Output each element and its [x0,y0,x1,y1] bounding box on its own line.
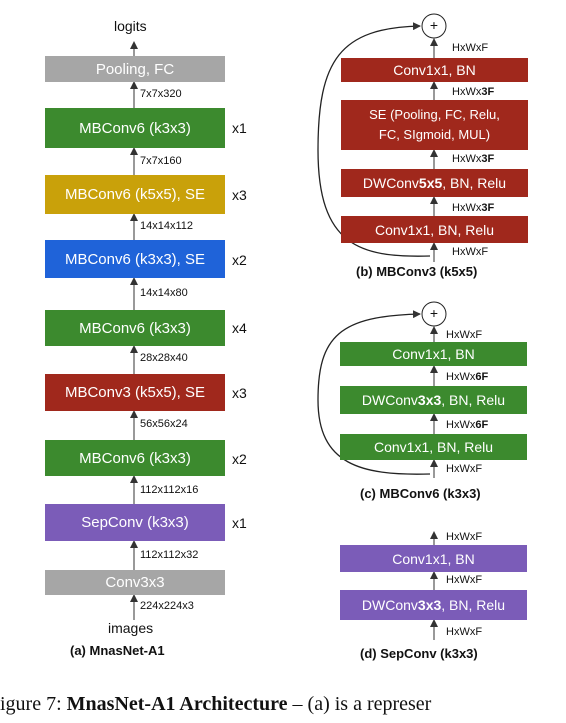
conv1x1-bn-relu-block: Conv1x1, BN, Relu [341,216,528,243]
repeat-multiplier: x1 [232,120,247,136]
shape-label: 112x112x32 [140,549,199,561]
caption-b: (b) MBConv3 (k5x5) [356,264,478,279]
shape-label: 224x224x3 [140,600,194,612]
dim-label: HxWxF [446,531,483,543]
logits-label: logits [114,18,147,34]
dwconv-3x3-block-d: DWConv 3x3, BN, Relu [340,590,527,620]
shape-label: 56x56x24 [140,418,188,430]
mbconv3-k5x5-se-block: MBConv3 (k5x5), SE [45,374,225,411]
repeat-multiplier: x3 [232,385,247,401]
shape-label: 7x7x320 [140,88,182,100]
caption-a: (a) MnasNet-A1 [70,643,165,658]
mbconv6-k5x5-se-block: MBConv6 (k5x5), SE [45,175,225,214]
caption-d: (d) SepConv (k3x3) [360,646,478,661]
dim-label: HxWx3F [452,202,495,214]
dim-label: HxWx3F [452,153,495,165]
caption-c: (c) MBConv6 (k3x3) [360,486,481,501]
conv3x3-block: Conv3x3 [45,570,225,595]
dim-label: HxWx3F [452,86,495,98]
dwconv-3x3-block-c: DWConv 3x3, BN, Relu [340,386,527,414]
repeat-multiplier: x2 [232,451,247,467]
shape-label: 14x14x80 [140,287,188,299]
shape-label: 28x28x40 [140,352,188,364]
dwconv-5x5-block: DWConv 5x5, BN, Relu [341,169,528,197]
mbconv6-k3x3-block: MBConv6 (k3x3) [45,108,225,148]
repeat-multiplier: x2 [232,252,247,268]
images-label: images [108,620,154,636]
pooling-fc-block: Pooling, FC [45,56,225,82]
figure-caption: igure 7: MnasNet-A1 Architecture – (a) i… [0,693,432,715]
dim-label: HxWxF [446,329,483,341]
se-block: SE (Pooling, FC, Relu, FC, SIgmoid, MUL) [341,100,528,150]
mbconv6-k3x3-block-2: MBConv6 (k3x3) [45,310,225,346]
mbconv6-k3x3-block-3: MBConv6 (k3x3) [45,440,225,476]
shape-label: 112x112x16 [140,484,199,496]
conv1x1-bn-block: Conv1x1, BN [341,58,528,82]
dim-label: HxWxF [446,463,483,475]
dim-label: HxWxF [452,42,489,54]
dim-label: HxWxF [446,574,483,586]
shape-label: 7x7x160 [140,155,182,167]
plus-sign-b: + [429,17,439,33]
plus-sign-c: + [429,305,439,321]
mbconv6-k3x3-se-block: MBConv6 (k3x3), SE [45,240,225,278]
repeat-multiplier: x4 [232,320,247,336]
skip-connection-c [317,310,431,475]
repeat-multiplier: x1 [232,515,247,531]
conv1x1-bn-relu-block-c: Conv1x1, BN, Relu [340,434,527,460]
conv1x1-bn-block-d: Conv1x1, BN [340,545,527,572]
dim-label: HxWx6F [446,371,489,383]
conv1x1-bn-block-c: Conv1x1, BN [340,342,527,366]
dim-label: HxWxF [452,246,489,258]
repeat-multiplier: x3 [232,187,247,203]
dim-label: HxWxF [446,626,483,638]
shape-label: 14x14x112 [140,220,194,232]
skip-connection-b [317,22,431,257]
sepconv-k3x3-block: SepConv (k3x3) [45,504,225,541]
dim-label: HxWx6F [446,419,489,431]
